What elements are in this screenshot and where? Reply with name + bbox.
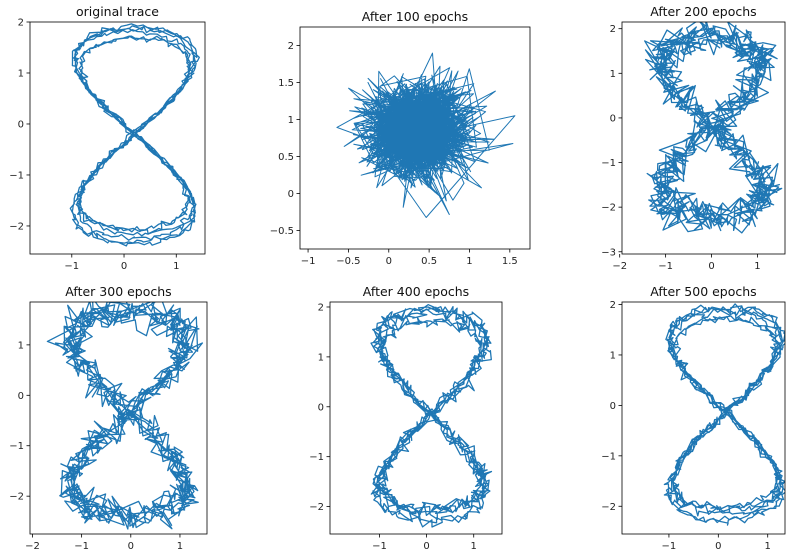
x-tick-label: −2 [25,541,40,552]
axes-frame [29,301,208,535]
y-tick-label: 1 [288,115,294,126]
axes-frame [329,301,503,535]
x-tick-label: 1 [466,256,472,267]
x-tick-label: −1 [74,541,89,552]
series-line [663,303,785,526]
y-tick-label: −1 [9,441,24,452]
series-line [370,303,493,528]
subplot-6: −1 0 1 −2 −1 0 1 2 After 500 epochs [601,284,786,552]
axes-frame [299,26,531,250]
y-tick-label: −1 [9,170,24,181]
series-line [644,22,783,234]
subplot-3: −2 −1 0 1 −3 −2 −1 0 1 2 After 200 epochs [601,4,786,272]
x-tick-label: 1 [754,261,760,272]
x-tick-label: −0.5 [336,256,360,267]
y-tick-label: 0 [610,401,616,412]
x-tick-label: 1 [173,261,179,272]
y-tick-label: 2 [288,41,294,52]
y-tick-label: 0.5 [278,152,294,163]
x-tick-label: 0 [128,541,134,552]
x-tick-label: 0 [121,261,127,272]
y-tick-label: 2 [610,300,616,311]
subplot-title: original trace [76,4,159,19]
y-tick-label: 0 [18,391,24,402]
x-tick-label: 1 [177,541,183,552]
y-tick-label: 1 [610,69,616,80]
x-tick-label: −2 [612,261,627,272]
y-tick-label: 0 [18,119,24,130]
axes-frame [29,21,206,255]
subplot-title: After 400 epochs [363,284,469,299]
y-tick-label: 1 [318,352,324,363]
y-tick-label: −2 [9,492,24,503]
axes-frame [621,301,786,535]
series-line [336,52,516,218]
y-tick-label: 1.5 [278,78,294,89]
y-tick-label: 1 [18,340,24,351]
y-tick-label: −1 [601,158,616,169]
y-tick-label: 1 [610,350,616,361]
y-tick-label: 0 [610,113,616,124]
y-tick-label: −1 [309,452,324,463]
x-tick-label: 0 [423,541,429,552]
y-tick-label: 1 [18,68,24,79]
y-tick-label: 2 [610,24,616,35]
y-tick-label: −3 [601,247,616,258]
x-tick-label: 0 [708,261,714,272]
y-tick-label: −2 [309,502,324,513]
x-tick-label: 0 [386,256,392,267]
subplot-title: After 100 epochs [362,9,468,24]
x-tick-label: 1 [471,541,477,552]
y-tick-label: −1 [601,451,616,462]
x-tick-label: −1 [658,261,673,272]
x-tick-label: −1 [372,541,387,552]
subplot-1: −1 0 1 −2 −1 0 1 2 original trace [9,4,206,272]
x-tick-label: −1 [301,256,316,267]
x-tick-label: −1 [662,541,677,552]
subplot-2: −1 −0.5 0 0.5 1 1.5 −0.5 0 0.5 1 1.5 2 After 100 epo… [270,9,531,267]
y-tick-label: −2 [9,221,24,232]
axes-frame [621,21,786,255]
y-tick-label: −2 [601,203,616,214]
subplot-title: After 200 epochs [650,4,756,19]
y-tick-label: 0 [318,402,324,413]
y-tick-label: −0.5 [270,226,294,237]
y-tick-label: 2 [318,302,324,313]
y-tick-label: 2 [18,18,24,29]
subplot-title: After 500 epochs [650,284,756,299]
y-tick-label: 0 [288,189,294,200]
x-tick-label: 1 [765,541,771,552]
series-line [69,23,200,247]
x-tick-label: 0.5 [421,256,437,267]
y-tick-label: −2 [601,502,616,513]
subplot-4: −2 −1 0 1 −2 −1 0 1 After 300 epochs [9,284,208,552]
x-tick-label: −1 [64,261,79,272]
subplot-title: After 300 epochs [65,284,171,299]
x-tick-label: 1.5 [502,256,518,267]
series-line [46,302,204,530]
x-tick-label: 0 [715,541,721,552]
subplot-5: −1 0 1 −2 −1 0 1 2 After 400 epochs [309,284,503,552]
